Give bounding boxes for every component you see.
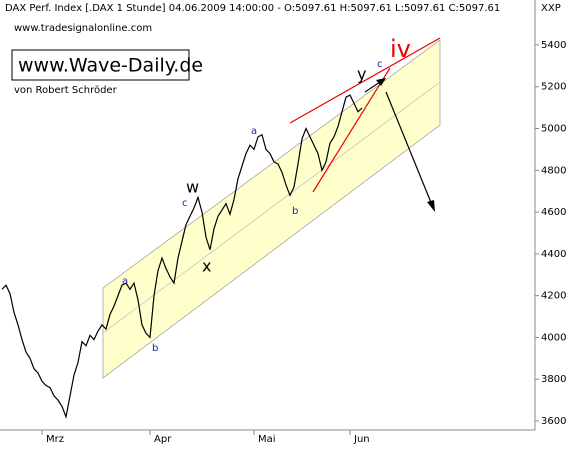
x-tick-label: Mai	[258, 434, 276, 445]
brand: www.Wave-Daily.de	[18, 55, 203, 77]
y-tick-label: 5000	[541, 123, 566, 134]
x-tick-label: Jun	[353, 434, 370, 445]
y-tick-label: 5400	[541, 40, 566, 51]
wave-label: c	[182, 198, 188, 209]
wave-label: x	[202, 257, 211, 276]
brand-box	[11, 49, 190, 81]
y-tick-label: 4600	[541, 207, 566, 218]
author: von Robert Schröder	[14, 85, 118, 96]
x-tick-label: Apr	[154, 434, 172, 445]
x-tick-label: Mrz	[46, 434, 64, 445]
arrow-head	[427, 200, 435, 212]
trend-channel	[102, 39, 441, 379]
wave-label: c	[377, 59, 383, 70]
chart-title: DAX Perf. Index [.DAX 1 Stunde] 04.06.20…	[5, 3, 500, 14]
arrow-head	[376, 78, 386, 86]
channel-midline	[102, 81, 441, 334]
y-tick-label: 4400	[541, 249, 566, 260]
y-axis-label: XXP	[541, 3, 561, 14]
price-line	[1, 94, 363, 420]
wave-label: b	[292, 206, 298, 217]
trend-line	[289, 37, 441, 124]
wave-label: w	[186, 178, 199, 197]
y-tick-label: 3600	[541, 416, 566, 427]
wave-label: a	[251, 126, 257, 137]
wave-label: b	[152, 343, 158, 354]
source: www.tradesignalonline.com	[14, 23, 152, 34]
y-tick-label: 4000	[541, 332, 566, 343]
wave-label: iv	[390, 35, 411, 63]
y-tick-label: 5200	[541, 82, 566, 93]
wave-label: y	[357, 65, 366, 84]
y-tick-label: 4800	[541, 165, 566, 176]
wave-label: a	[122, 276, 128, 287]
y-tick-label: 4200	[541, 291, 566, 302]
arrow	[385, 91, 433, 206]
y-tick-label: 3800	[541, 374, 566, 385]
trend-line	[312, 67, 391, 193]
